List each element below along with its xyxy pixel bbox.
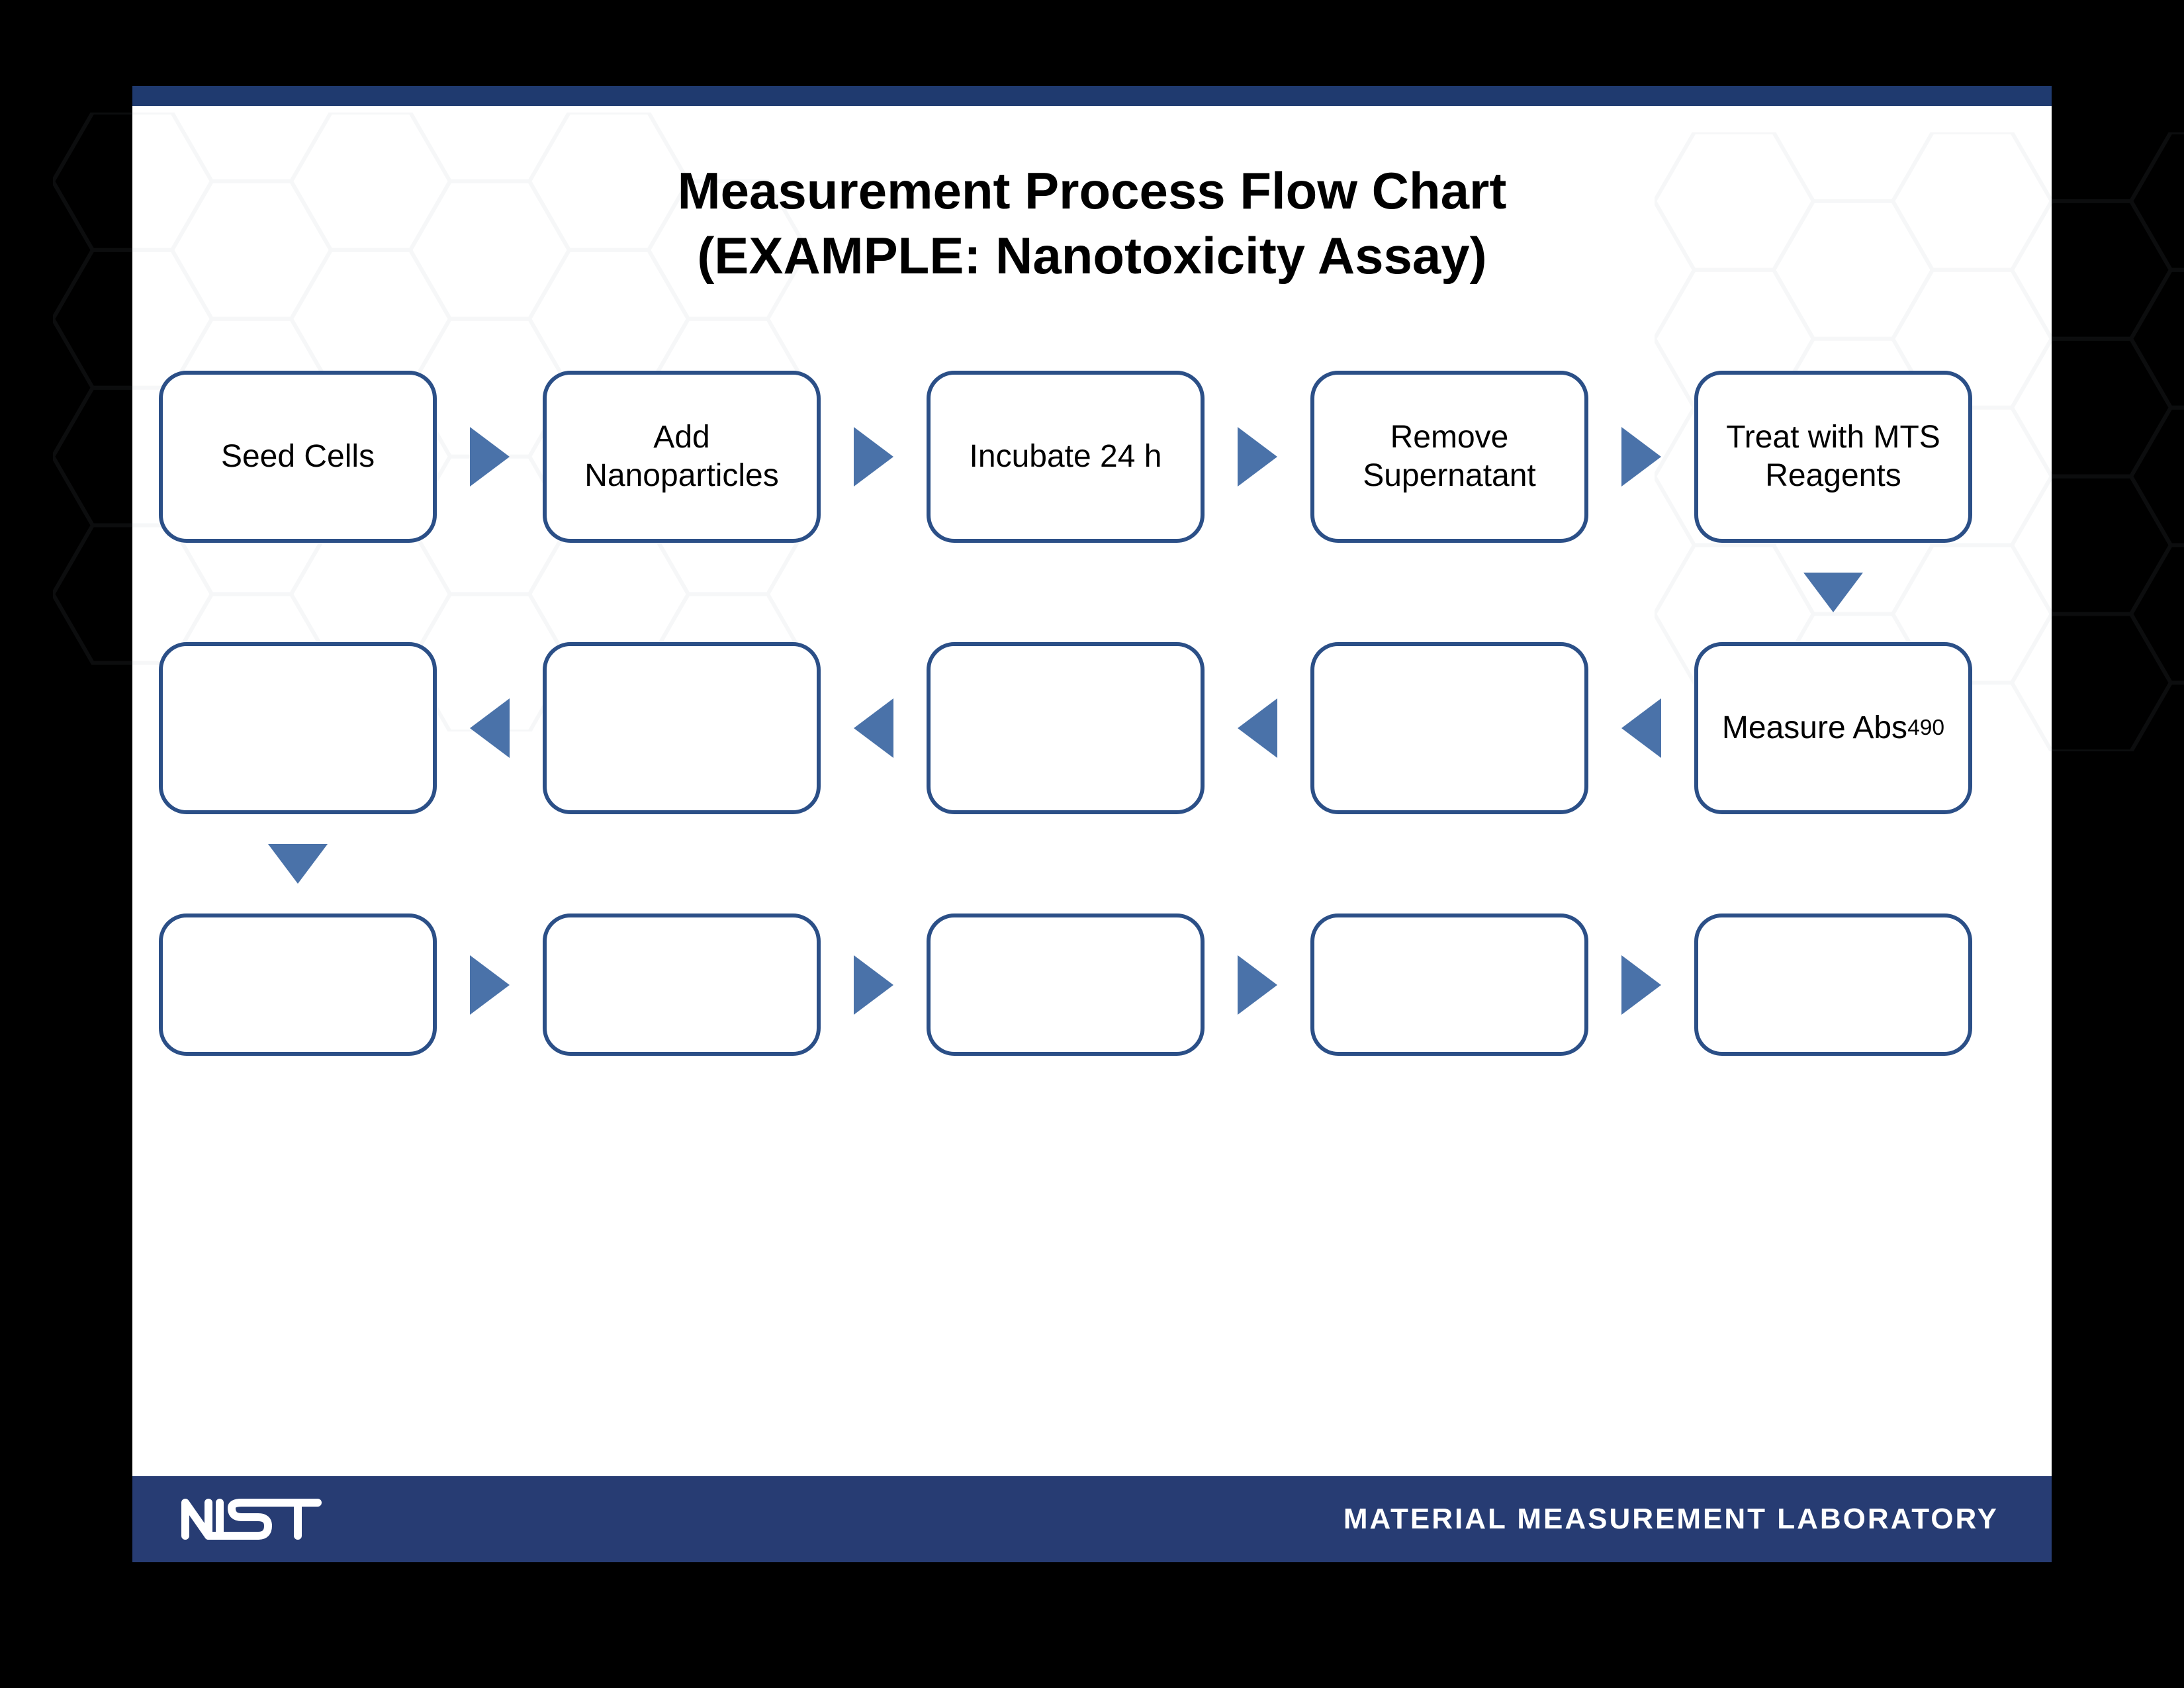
flow-node-n15	[1694, 914, 1972, 1056]
footer-bar: MATERIAL MEASUREMENT LABORATORY	[132, 1476, 2052, 1562]
flow-arrow-5	[1621, 698, 1661, 758]
flow-node-n8	[927, 642, 1205, 814]
flow-node-n7	[1310, 642, 1588, 814]
flow-node-n4: Remove Supernatant	[1310, 371, 1588, 543]
flow-arrow-7	[854, 698, 893, 758]
flow-arrow-8	[470, 698, 510, 758]
title-line-1: Measurement Process Flow Chart	[132, 159, 2052, 224]
flow-node-n11	[159, 914, 437, 1056]
flow-arrow-6	[1238, 698, 1277, 758]
flow-arrow-9	[268, 844, 328, 884]
flow-node-n10	[159, 642, 437, 814]
flow-node-n2: Add Nanoparticles	[543, 371, 821, 543]
flow-node-n6: Measure Abs490	[1694, 642, 1972, 814]
flow-node-n12	[543, 914, 821, 1056]
flow-node-n13	[927, 914, 1205, 1056]
flow-node-n9	[543, 642, 821, 814]
flow-arrow-2	[1238, 427, 1277, 487]
nist-logo	[179, 1496, 324, 1542]
title-line-2: (EXAMPLE: Nanotoxicity Assay)	[132, 224, 2052, 289]
flow-arrow-0	[470, 427, 510, 487]
flowchart: Seed Cells Add Nanoparticles Incubate 24 h…	[132, 371, 2052, 1297]
flow-node-n5: Treat with MTS Reagents	[1694, 371, 1972, 543]
flow-arrow-4	[1803, 573, 1863, 612]
flow-arrow-3	[1621, 427, 1661, 487]
top-accent-bar	[132, 86, 2052, 106]
flow-arrow-11	[854, 955, 893, 1015]
flow-arrow-12	[1238, 955, 1277, 1015]
flow-node-n14	[1310, 914, 1588, 1056]
flow-node-n3: Incubate 24 h	[927, 371, 1205, 543]
slide-frame: Measurement Process Flow Chart(EXAMPLE: …	[132, 86, 2052, 1562]
slide-title: Measurement Process Flow Chart(EXAMPLE: …	[132, 159, 2052, 288]
flow-arrow-10	[470, 955, 510, 1015]
flow-node-n1: Seed Cells	[159, 371, 437, 543]
flow-arrow-13	[1621, 955, 1661, 1015]
footer-label: MATERIAL MEASUREMENT LABORATORY	[1343, 1503, 1999, 1536]
flow-arrow-1	[854, 427, 893, 487]
